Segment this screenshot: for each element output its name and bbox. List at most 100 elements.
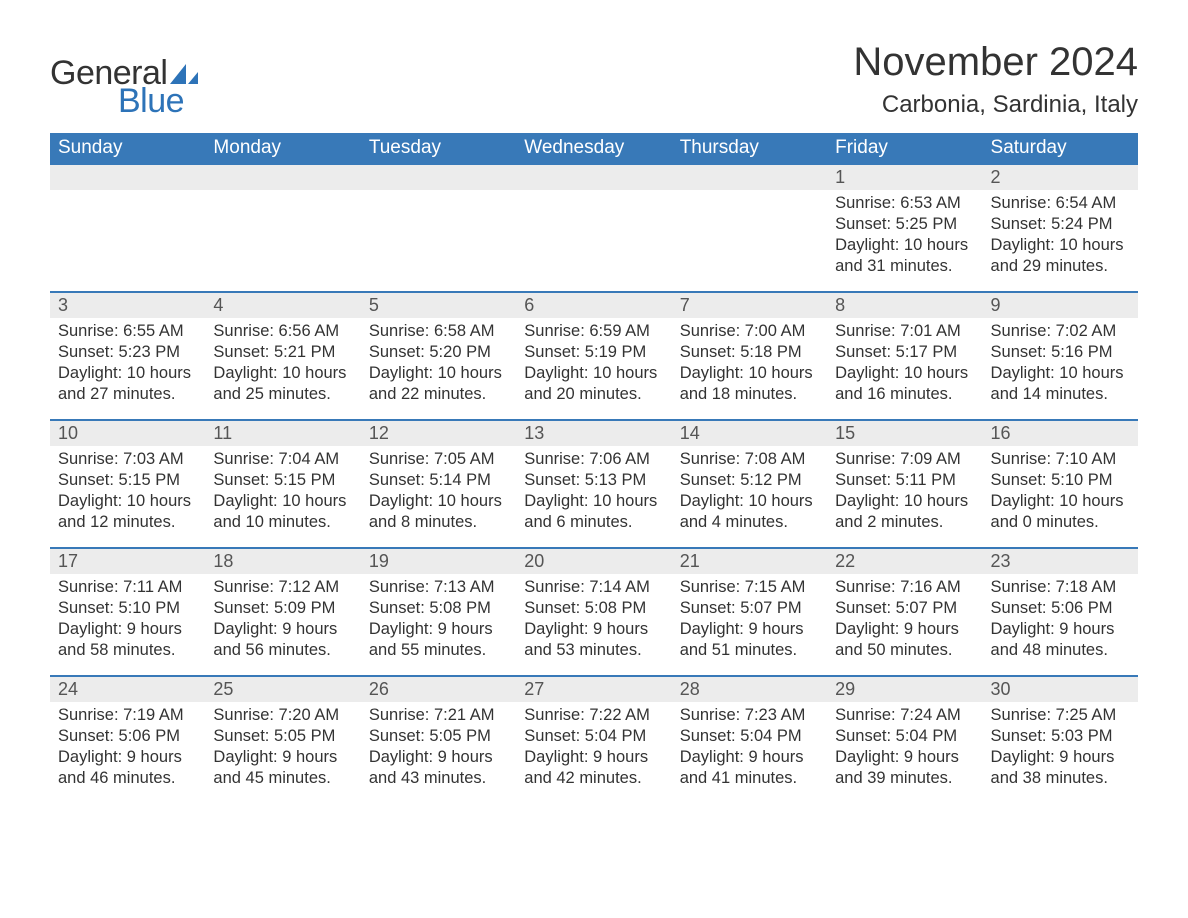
day-number: 13	[516, 421, 671, 446]
weekday-header: Monday	[205, 133, 360, 165]
sunset-line: Sunset: 5:21 PM	[213, 342, 352, 363]
day-cell: 3Sunrise: 6:55 AMSunset: 5:23 PMDaylight…	[50, 293, 205, 419]
sunrise-line: Sunrise: 7:00 AM	[680, 321, 819, 342]
day-cell-empty	[361, 165, 516, 291]
day-cell: 9Sunrise: 7:02 AMSunset: 5:16 PMDaylight…	[983, 293, 1138, 419]
sunset-line: Sunset: 5:16 PM	[991, 342, 1130, 363]
sunrise-line: Sunrise: 7:20 AM	[213, 705, 352, 726]
day-number: 19	[361, 549, 516, 574]
day-body: Sunrise: 6:56 AMSunset: 5:21 PMDaylight:…	[205, 318, 360, 405]
sunset-line: Sunset: 5:13 PM	[524, 470, 663, 491]
daylight-line-2: and 46 minutes.	[58, 768, 197, 789]
day-body: Sunrise: 6:55 AMSunset: 5:23 PMDaylight:…	[50, 318, 205, 405]
day-cell: 4Sunrise: 6:56 AMSunset: 5:21 PMDaylight…	[205, 293, 360, 419]
sunrise-line: Sunrise: 6:56 AM	[213, 321, 352, 342]
sunrise-line: Sunrise: 7:15 AM	[680, 577, 819, 598]
sunrise-line: Sunrise: 7:12 AM	[213, 577, 352, 598]
day-cell: 20Sunrise: 7:14 AMSunset: 5:08 PMDayligh…	[516, 549, 671, 675]
day-cell: 15Sunrise: 7:09 AMSunset: 5:11 PMDayligh…	[827, 421, 982, 547]
day-number: 29	[827, 677, 982, 702]
sunrise-line: Sunrise: 7:01 AM	[835, 321, 974, 342]
day-body: Sunrise: 7:21 AMSunset: 5:05 PMDaylight:…	[361, 702, 516, 789]
sunrise-line: Sunrise: 7:14 AM	[524, 577, 663, 598]
sunset-line: Sunset: 5:04 PM	[524, 726, 663, 747]
daylight-line-1: Daylight: 9 hours	[58, 619, 197, 640]
sunset-line: Sunset: 5:04 PM	[835, 726, 974, 747]
daylight-line-2: and 14 minutes.	[991, 384, 1130, 405]
day-number	[672, 165, 827, 190]
daylight-line-1: Daylight: 9 hours	[991, 747, 1130, 768]
sunset-line: Sunset: 5:05 PM	[369, 726, 508, 747]
day-cell: 7Sunrise: 7:00 AMSunset: 5:18 PMDaylight…	[672, 293, 827, 419]
day-number: 9	[983, 293, 1138, 318]
day-number: 4	[205, 293, 360, 318]
day-body: Sunrise: 7:23 AMSunset: 5:04 PMDaylight:…	[672, 702, 827, 789]
day-body: Sunrise: 7:00 AMSunset: 5:18 PMDaylight:…	[672, 318, 827, 405]
daylight-line-2: and 25 minutes.	[213, 384, 352, 405]
sunset-line: Sunset: 5:11 PM	[835, 470, 974, 491]
sunrise-line: Sunrise: 6:53 AM	[835, 193, 974, 214]
daylight-line-1: Daylight: 10 hours	[58, 491, 197, 512]
daylight-line-2: and 48 minutes.	[991, 640, 1130, 661]
day-cell: 19Sunrise: 7:13 AMSunset: 5:08 PMDayligh…	[361, 549, 516, 675]
daylight-line-2: and 0 minutes.	[991, 512, 1130, 533]
calendar: SundayMondayTuesdayWednesdayThursdayFrid…	[50, 133, 1138, 803]
sunset-line: Sunset: 5:08 PM	[524, 598, 663, 619]
day-cell: 23Sunrise: 7:18 AMSunset: 5:06 PMDayligh…	[983, 549, 1138, 675]
daylight-line-1: Daylight: 9 hours	[213, 619, 352, 640]
daylight-line-1: Daylight: 10 hours	[835, 235, 974, 256]
sunrise-line: Sunrise: 7:24 AM	[835, 705, 974, 726]
sunrise-line: Sunrise: 7:02 AM	[991, 321, 1130, 342]
day-cell: 2Sunrise: 6:54 AMSunset: 5:24 PMDaylight…	[983, 165, 1138, 291]
day-number: 2	[983, 165, 1138, 190]
day-body: Sunrise: 7:08 AMSunset: 5:12 PMDaylight:…	[672, 446, 827, 533]
daylight-line-2: and 43 minutes.	[369, 768, 508, 789]
weekday-header: Tuesday	[361, 133, 516, 165]
daylight-line-2: and 31 minutes.	[835, 256, 974, 277]
daylight-line-2: and 4 minutes.	[680, 512, 819, 533]
daylight-line-2: and 29 minutes.	[991, 256, 1130, 277]
week-row: 1Sunrise: 6:53 AMSunset: 5:25 PMDaylight…	[50, 165, 1138, 291]
sunset-line: Sunset: 5:14 PM	[369, 470, 508, 491]
day-body: Sunrise: 6:59 AMSunset: 5:19 PMDaylight:…	[516, 318, 671, 405]
day-body: Sunrise: 6:58 AMSunset: 5:20 PMDaylight:…	[361, 318, 516, 405]
day-number: 26	[361, 677, 516, 702]
sunrise-line: Sunrise: 7:11 AM	[58, 577, 197, 598]
day-body: Sunrise: 6:54 AMSunset: 5:24 PMDaylight:…	[983, 190, 1138, 277]
sunrise-line: Sunrise: 7:21 AM	[369, 705, 508, 726]
day-body: Sunrise: 7:11 AMSunset: 5:10 PMDaylight:…	[50, 574, 205, 661]
sunrise-line: Sunrise: 6:59 AM	[524, 321, 663, 342]
sunset-line: Sunset: 5:06 PM	[58, 726, 197, 747]
daylight-line-2: and 18 minutes.	[680, 384, 819, 405]
day-cell: 25Sunrise: 7:20 AMSunset: 5:05 PMDayligh…	[205, 677, 360, 803]
day-number: 16	[983, 421, 1138, 446]
day-number: 14	[672, 421, 827, 446]
weekday-header: Saturday	[983, 133, 1138, 165]
day-cell: 11Sunrise: 7:04 AMSunset: 5:15 PMDayligh…	[205, 421, 360, 547]
day-number	[50, 165, 205, 190]
sunrise-line: Sunrise: 7:05 AM	[369, 449, 508, 470]
daylight-line-1: Daylight: 9 hours	[369, 619, 508, 640]
day-number: 28	[672, 677, 827, 702]
daylight-line-1: Daylight: 9 hours	[680, 619, 819, 640]
day-body: Sunrise: 7:15 AMSunset: 5:07 PMDaylight:…	[672, 574, 827, 661]
day-body: Sunrise: 7:06 AMSunset: 5:13 PMDaylight:…	[516, 446, 671, 533]
day-cell-empty	[516, 165, 671, 291]
day-body: Sunrise: 7:09 AMSunset: 5:11 PMDaylight:…	[827, 446, 982, 533]
sunset-line: Sunset: 5:08 PM	[369, 598, 508, 619]
brand-word-2: Blue	[118, 84, 198, 118]
day-number: 27	[516, 677, 671, 702]
sunrise-line: Sunrise: 7:19 AM	[58, 705, 197, 726]
location-text: Carbonia, Sardinia, Italy	[853, 91, 1138, 119]
day-number: 20	[516, 549, 671, 574]
daylight-line-1: Daylight: 10 hours	[213, 491, 352, 512]
sunset-line: Sunset: 5:03 PM	[991, 726, 1130, 747]
daylight-line-2: and 39 minutes.	[835, 768, 974, 789]
day-cell: 14Sunrise: 7:08 AMSunset: 5:12 PMDayligh…	[672, 421, 827, 547]
day-cell: 13Sunrise: 7:06 AMSunset: 5:13 PMDayligh…	[516, 421, 671, 547]
daylight-line-2: and 6 minutes.	[524, 512, 663, 533]
daylight-line-2: and 20 minutes.	[524, 384, 663, 405]
sunrise-line: Sunrise: 7:04 AM	[213, 449, 352, 470]
sunset-line: Sunset: 5:23 PM	[58, 342, 197, 363]
daylight-line-2: and 22 minutes.	[369, 384, 508, 405]
